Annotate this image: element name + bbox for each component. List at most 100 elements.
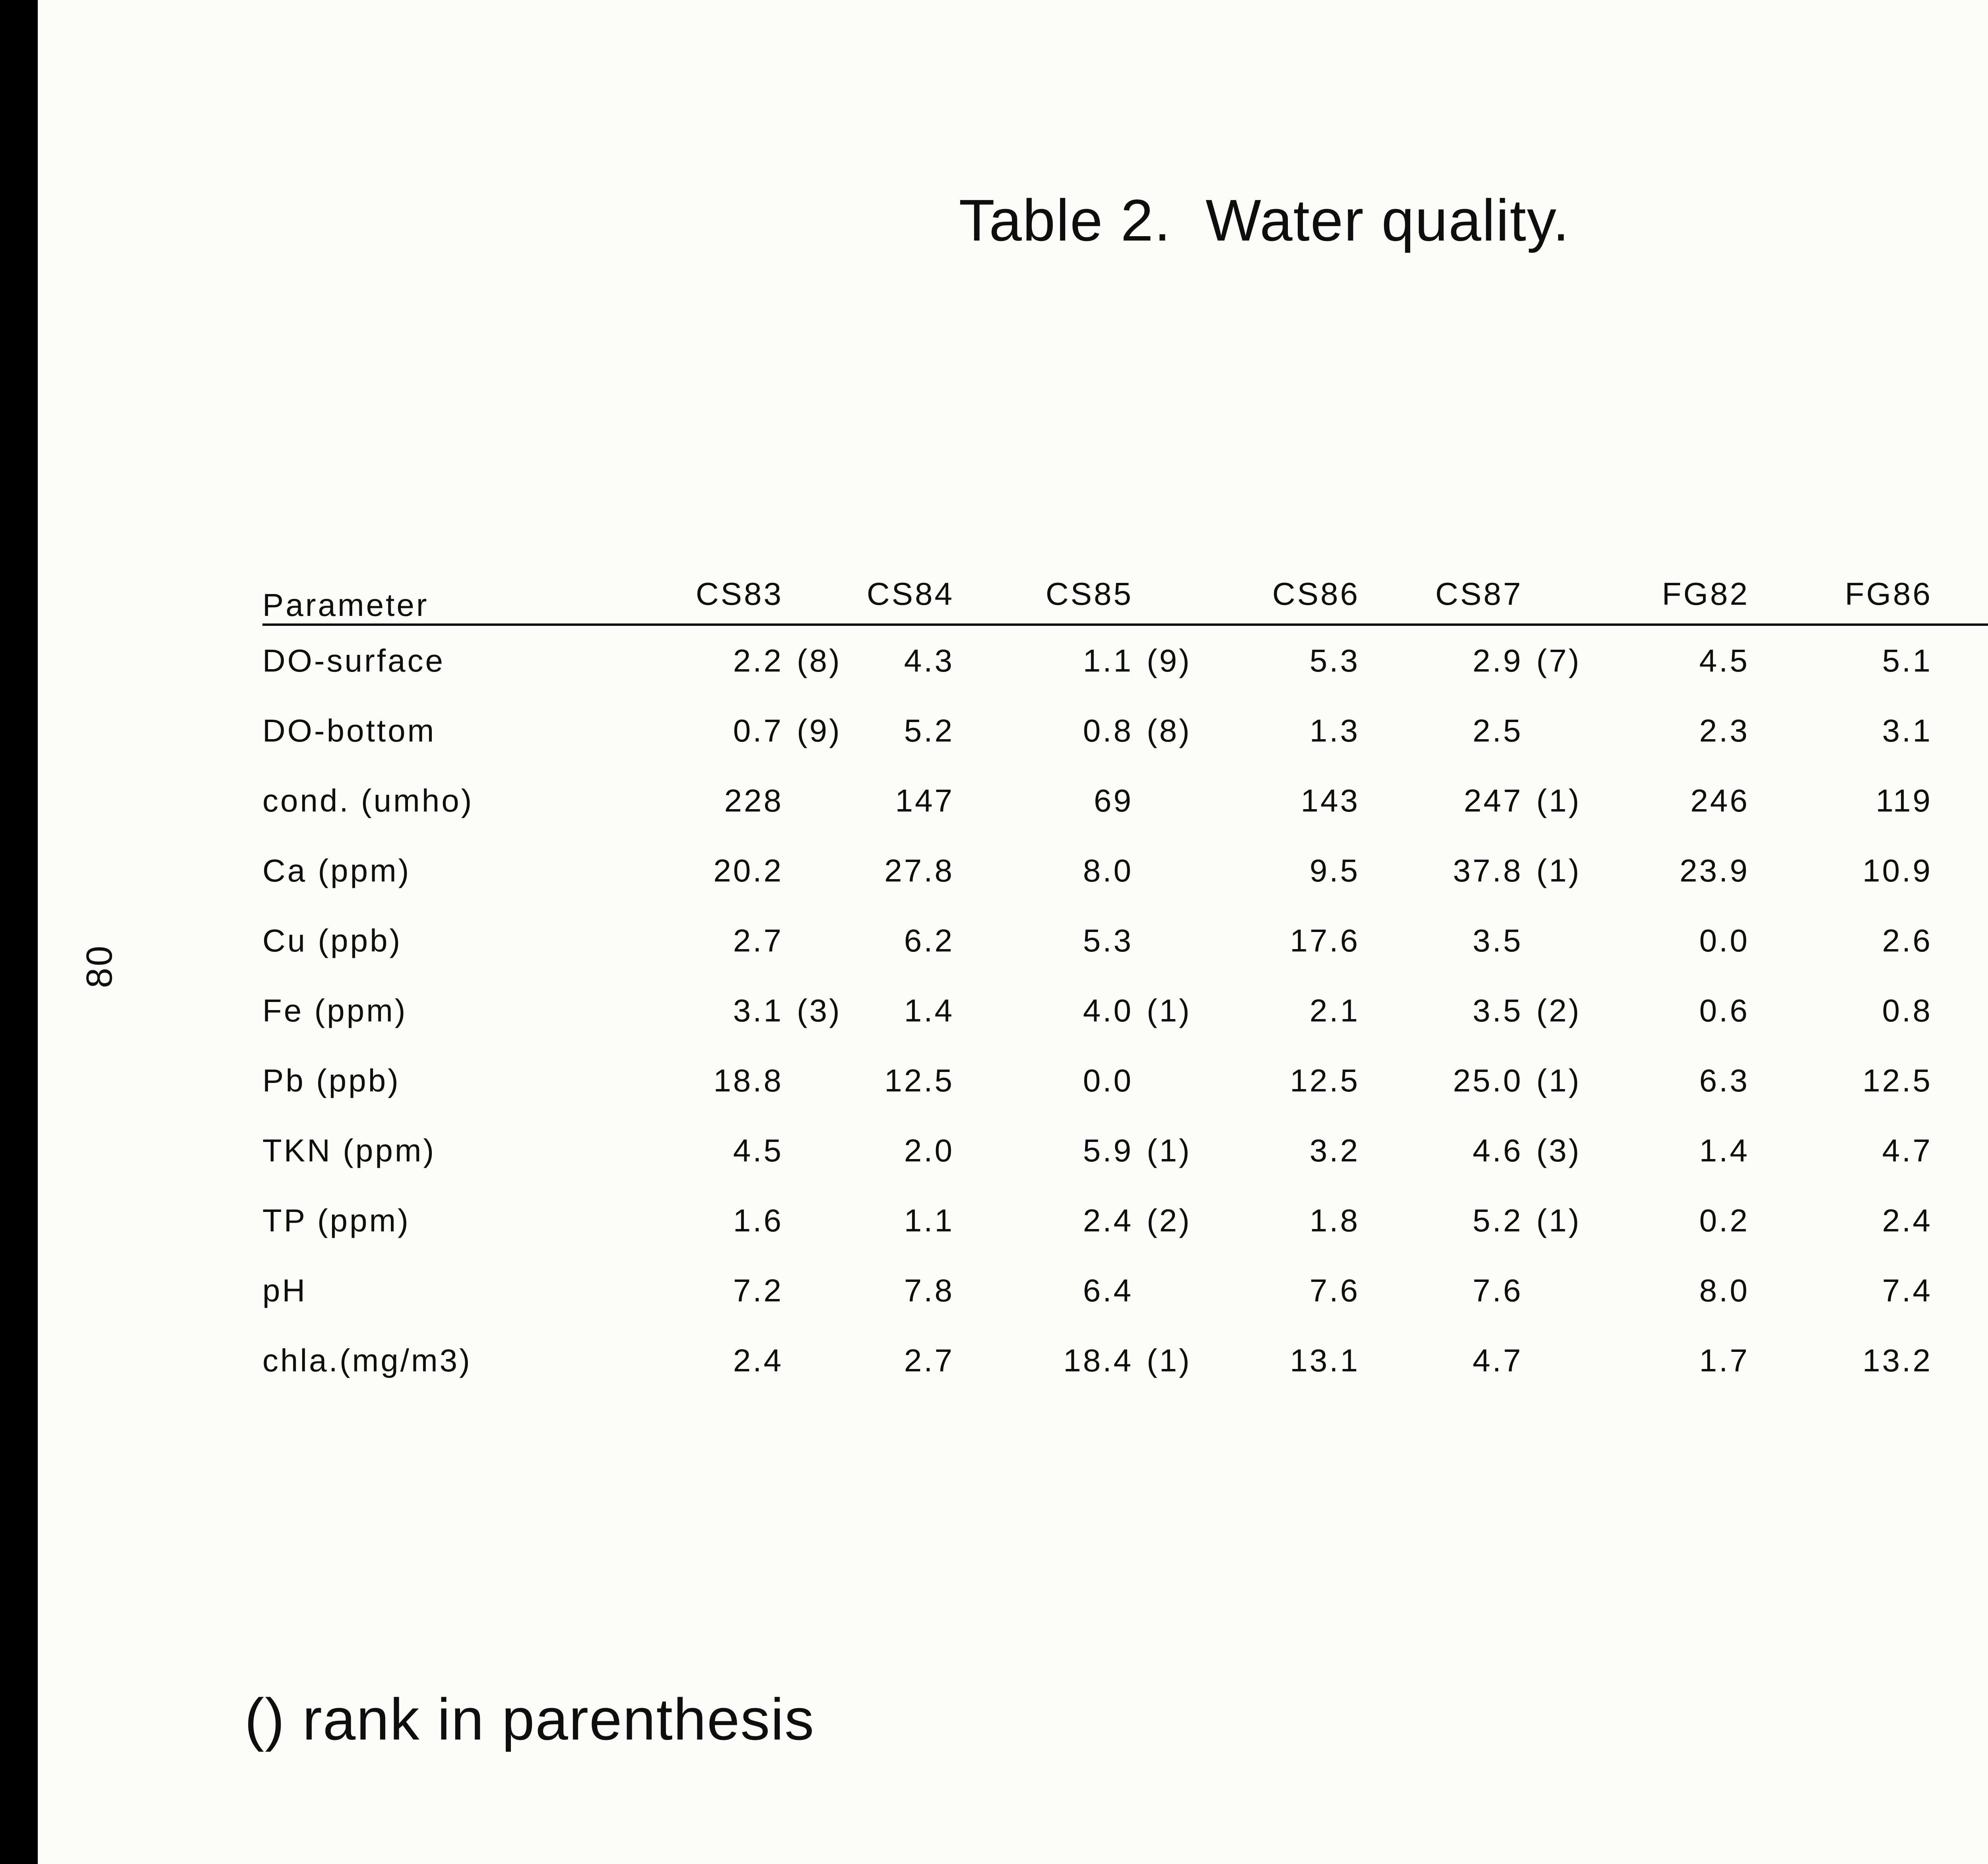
value-cell: 2.5 <box>1376 696 1594 766</box>
value-cell: 2.6 <box>1765 906 1948 976</box>
value-cell: 18.8 <box>660 1046 855 1116</box>
cell-rank: (2) <box>1147 1203 1192 1238</box>
cell-value: 1.1 <box>1083 643 1133 678</box>
value-cell: 0.5 <box>1948 976 1988 1046</box>
value-cell: 3.1 <box>1765 696 1948 766</box>
cell-value: 0.5 <box>1948 976 1988 1046</box>
parameter-cell: TP (ppm) <box>262 1203 410 1238</box>
value-cell: 4.5 <box>660 1116 855 1186</box>
value-cell: 1.8 <box>1205 1186 1376 1256</box>
parameter-cell: Ca (ppm) <box>262 853 411 888</box>
value-cell: 10.9 <box>1765 836 1948 906</box>
value-cell: 0.7 (9) <box>660 696 855 766</box>
cell-value: 4.3 <box>904 643 954 678</box>
value-cell: 228 <box>660 766 855 836</box>
value-cell: 12.5 <box>1765 1046 1948 1116</box>
value-cell: 0.0 <box>970 1046 1205 1116</box>
cell-rank: (3) <box>1536 1133 1581 1168</box>
cell-value: 2.4 <box>1083 1203 1133 1238</box>
cell-value: 3.1 <box>733 993 783 1028</box>
value-cell: 12.5 <box>855 1046 970 1116</box>
table-header-row: Parameter CS83 CS84 CS85 CS86 CS87 FG82 … <box>262 553 1988 626</box>
cell-value: 1.3 <box>1309 713 1360 748</box>
value-cell: 5.3 <box>1205 625 1376 696</box>
value-cell: 3.2 <box>1205 1116 1376 1186</box>
cell-value: 2.3 <box>1699 713 1749 748</box>
cell-value: 2.4 <box>733 1343 783 1378</box>
value-cell: 147 <box>855 766 970 836</box>
column-header-n1: N1 <box>1948 553 1988 626</box>
value-cell: 0.2 <box>1948 1186 1988 1256</box>
value-cell: 23.9 <box>1594 836 1765 906</box>
value-cell: 0.8 <box>1765 976 1948 1046</box>
cell-rank: (1) <box>1147 1343 1192 1378</box>
value-cell: 2.6 <box>1948 906 1988 976</box>
cell-value: 147 <box>895 783 954 818</box>
value-cell: 7.8 <box>855 1256 970 1326</box>
value-cell: 119 <box>1765 766 1948 836</box>
value-cell: 20.2 <box>660 836 855 906</box>
value-cell: 1.9 <box>1948 1326 1988 1396</box>
value-cell: 0.6 <box>1594 976 1765 1046</box>
value-cell: 4.5 <box>1594 625 1765 696</box>
cell-rank: (9) <box>1147 643 1192 678</box>
value-cell: 246 <box>1594 766 1765 836</box>
cell-value: 6.9 <box>1948 1256 1988 1326</box>
cell-value: 12.5 <box>1290 1063 1360 1098</box>
cell-rank: (1) <box>1536 783 1581 818</box>
value-cell: 9.5 <box>1205 836 1376 906</box>
cell-value: 2.4 <box>1882 1203 1932 1238</box>
value-cell: 2.3 <box>1594 696 1765 766</box>
value-cell: 247 (1) <box>1376 766 1594 836</box>
value-cell: 1.4 <box>855 976 970 1046</box>
value-cell: 4.7 <box>1376 1326 1594 1396</box>
value-cell: 3.5 (2) <box>1376 976 1594 1046</box>
cell-value: 228 <box>724 783 783 818</box>
value-cell: 1.1 <box>855 1186 970 1256</box>
cell-rank: (3) <box>797 993 842 1028</box>
cell-value: 1.9 <box>1948 1326 1988 1396</box>
cell-value: 9.5 <box>1309 853 1360 888</box>
cell-value: 0.0 <box>1083 1063 1133 1098</box>
value-cell: 5.3 <box>970 906 1205 976</box>
cell-value: 2.5 <box>1472 713 1523 748</box>
table-container: Parameter CS83 CS84 CS85 CS86 CS87 FG82 … <box>262 553 1988 1396</box>
cell-value: 37.8 <box>1453 853 1523 888</box>
table-row: pH7.27.86.47.67.68.07.46.96.5 <box>262 1256 1988 1326</box>
cell-value: 1.7 <box>1699 1343 1749 1378</box>
cell-rank: (9) <box>797 713 842 748</box>
value-cell: 7.2 <box>660 1256 855 1326</box>
value-cell: 2.4 (2) <box>970 1186 1205 1256</box>
cell-value: 2.7 <box>733 923 783 958</box>
table-row: TP (ppm)1.61.12.4(2)1.85.2(1)0.22.40.20.… <box>262 1186 1988 1256</box>
cell-value: 4.6 <box>1472 1133 1523 1168</box>
value-cell: 1.7 <box>1594 1326 1765 1396</box>
cell-value: 1.8 <box>1309 1203 1360 1238</box>
cell-value: 5.2 <box>1472 1203 1523 1238</box>
cell-rank: (1) <box>1147 993 1192 1028</box>
cell-value: 0.8 <box>1083 713 1133 748</box>
cell-value: 5.3 <box>1309 643 1360 678</box>
value-cell: 5.9 (1) <box>970 1116 1205 1186</box>
column-header-fg86: FG86 <box>1765 553 1948 626</box>
cell-value: 5.2 <box>904 713 954 748</box>
cell-value: 13.2 <box>1862 1343 1932 1378</box>
value-cell: 25.0 (1) <box>1376 1046 1594 1116</box>
cell-value: 69 <box>1094 783 1133 818</box>
value-cell: 25.0 <box>1948 1046 1988 1116</box>
value-cell: 7.6 <box>1376 1256 1594 1326</box>
cell-value: 18.8 <box>713 1063 783 1098</box>
value-cell: 1.3 <box>1205 696 1376 766</box>
cell-value: 5.1 <box>1882 643 1932 678</box>
footnote: () rank in parenthesis <box>245 1687 815 1752</box>
cell-value: 143 <box>1301 783 1360 818</box>
cell-value: 5.9 <box>1083 1133 1133 1168</box>
cell-value: 6.3 <box>1699 1063 1749 1098</box>
table-row: DO-surface 2.2 (8) 4.3 1.1 (9) 5.3 2.9 (7) 4.5 5.1… <box>262 625 1988 696</box>
cell-value: 13.1 <box>1290 1343 1360 1378</box>
cell-value: 8.0 <box>1083 853 1133 888</box>
column-header-cs84: CS84 <box>855 553 970 626</box>
cell-value: 1.5 <box>1948 696 1988 766</box>
cell-value: 2.2 <box>733 643 783 678</box>
